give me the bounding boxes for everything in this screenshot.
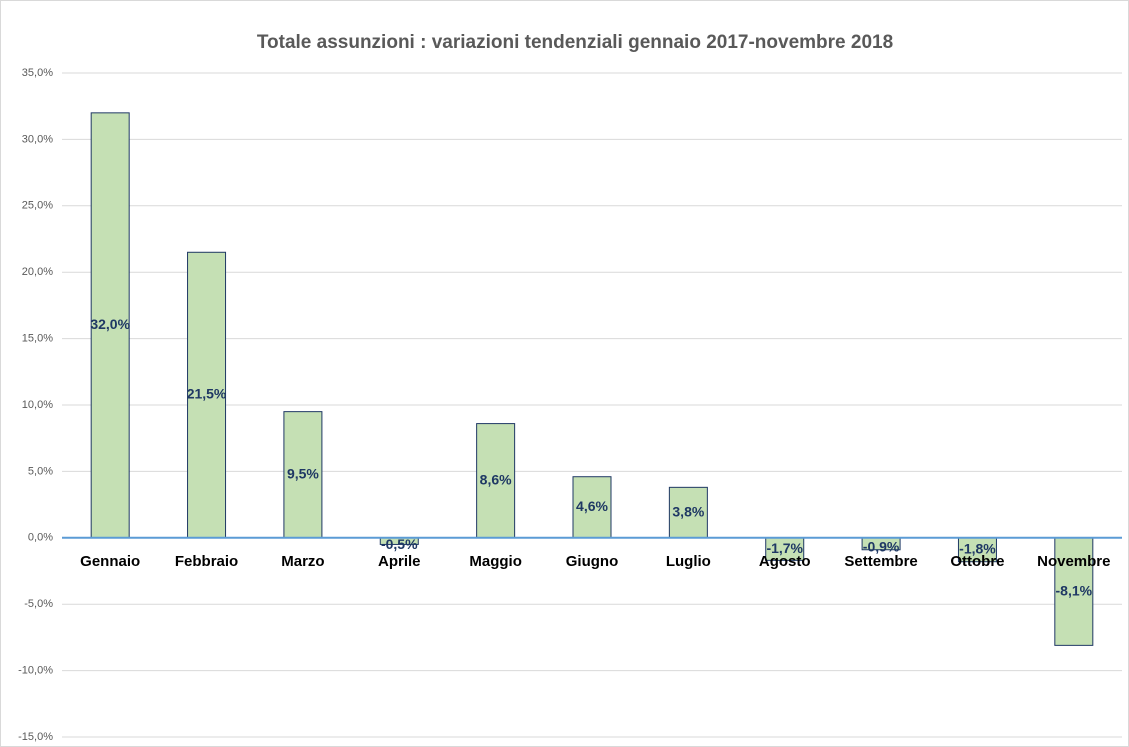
chart-title: Totale assunzioni : variazioni tendenzia… xyxy=(257,32,893,53)
value-label: 21,5% xyxy=(187,386,227,402)
bar xyxy=(283,411,323,539)
value-label: 9,5% xyxy=(287,465,319,481)
x-tick-label: Ottobre xyxy=(950,553,1004,570)
y-tick-label: 15,0% xyxy=(22,333,53,345)
y-tick-label: -10,0% xyxy=(18,665,53,677)
y-tick-label: 20,0% xyxy=(22,266,53,278)
y-tick-label: 0,0% xyxy=(28,532,53,544)
x-tick-label: Febbraio xyxy=(175,553,238,570)
x-tick-label: Settembre xyxy=(844,553,917,570)
y-tick-label: -5,0% xyxy=(24,598,53,610)
y-tick-label: 30,0% xyxy=(22,133,53,145)
x-tick-label: Novembre xyxy=(1037,553,1110,570)
bar xyxy=(572,476,612,539)
x-tick-label: Aprile xyxy=(378,553,421,570)
x-tick-label: Luglio xyxy=(666,553,711,570)
value-label: -0,5% xyxy=(381,536,418,552)
value-label: -0,9% xyxy=(863,538,900,554)
x-tick-label: Maggio xyxy=(469,553,522,570)
bar xyxy=(1054,537,1094,646)
y-tick-label: 10,0% xyxy=(22,399,53,411)
bar xyxy=(90,112,130,539)
value-label: -8,1% xyxy=(1056,582,1093,598)
value-label: 32,0% xyxy=(90,316,130,332)
x-tick-label: Gennaio xyxy=(80,553,140,570)
y-tick-label: 35,0% xyxy=(22,67,53,79)
x-tick-label: Giugno xyxy=(566,553,619,570)
bar xyxy=(187,251,227,539)
value-label: 8,6% xyxy=(480,471,512,487)
value-label: -1,8% xyxy=(959,540,996,556)
y-tick-label: 25,0% xyxy=(22,200,53,212)
bar xyxy=(668,486,708,539)
x-tick-label: Agosto xyxy=(759,553,811,570)
bar xyxy=(476,423,516,539)
x-tick-label: Marzo xyxy=(281,553,324,570)
y-tick-label: -15,0% xyxy=(18,731,53,743)
y-tick-label: 5,0% xyxy=(28,465,53,477)
value-label: 4,6% xyxy=(576,498,608,514)
value-label: 3,8% xyxy=(672,503,704,519)
value-label: -1,7% xyxy=(766,540,803,556)
